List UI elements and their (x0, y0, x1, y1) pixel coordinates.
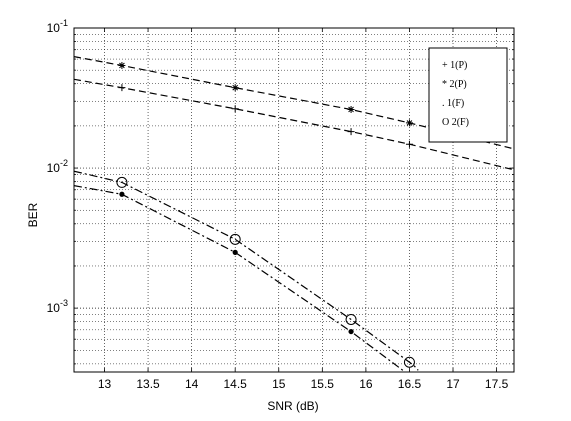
circle-marker (345, 313, 357, 325)
plus-marker (405, 140, 413, 148)
x-tick-label: 16 (359, 377, 373, 391)
star-marker (347, 105, 355, 113)
axes: 13 13.5 14 14.5 15 15.5 16 16.5 17 17.5 10-1 10-2 10… (47, 18, 515, 391)
y-axis-label: BER (26, 202, 40, 227)
x-tick-label: 13.5 (136, 377, 160, 391)
legend: + 1(P) * 2(P) . 1(F) O 2(F) (428, 47, 508, 143)
series-line-2p (74, 56, 514, 150)
circle-marker (229, 233, 241, 245)
plus-marker (347, 128, 355, 136)
dot-marker (119, 191, 125, 197)
legend-entry: * 2(P) (442, 79, 467, 90)
legend-box (428, 47, 508, 143)
dot-marker (348, 328, 354, 335)
x-tick-label: 14 (185, 377, 199, 391)
legend-entry: + 1(P) (442, 60, 467, 71)
x-tick-label: 17 (446, 377, 460, 391)
y-tick-label: 10-1 (47, 18, 68, 35)
series-line-2f (74, 170, 419, 371)
star-marker (231, 84, 239, 92)
star-marker (118, 61, 126, 69)
y-tick-label: 10-2 (47, 158, 68, 175)
x-tick-label: 16.5 (398, 377, 422, 391)
x-tick-label: 15 (272, 377, 286, 391)
legend-entry: . 1(F) (442, 98, 464, 109)
x-tick-label: 17.5 (485, 377, 509, 391)
plus-marker (118, 84, 126, 92)
legend-entry: O 2(F) (442, 117, 469, 128)
series-line-1p (74, 78, 514, 171)
circle-marker (116, 176, 128, 188)
plot-frame (73, 27, 515, 373)
y-tick-label: 10-3 (47, 298, 68, 315)
dot-marker (232, 249, 238, 255)
x-tick-label: 13 (98, 377, 112, 391)
plus-marker (231, 105, 239, 113)
series-group (74, 56, 514, 372)
x-axis-label: SNR (dB) (267, 399, 318, 413)
x-tick-label: 14.5 (224, 377, 248, 391)
circle-marker (403, 356, 415, 368)
star-marker (405, 119, 413, 127)
x-tick-label: 15.5 (311, 377, 335, 391)
